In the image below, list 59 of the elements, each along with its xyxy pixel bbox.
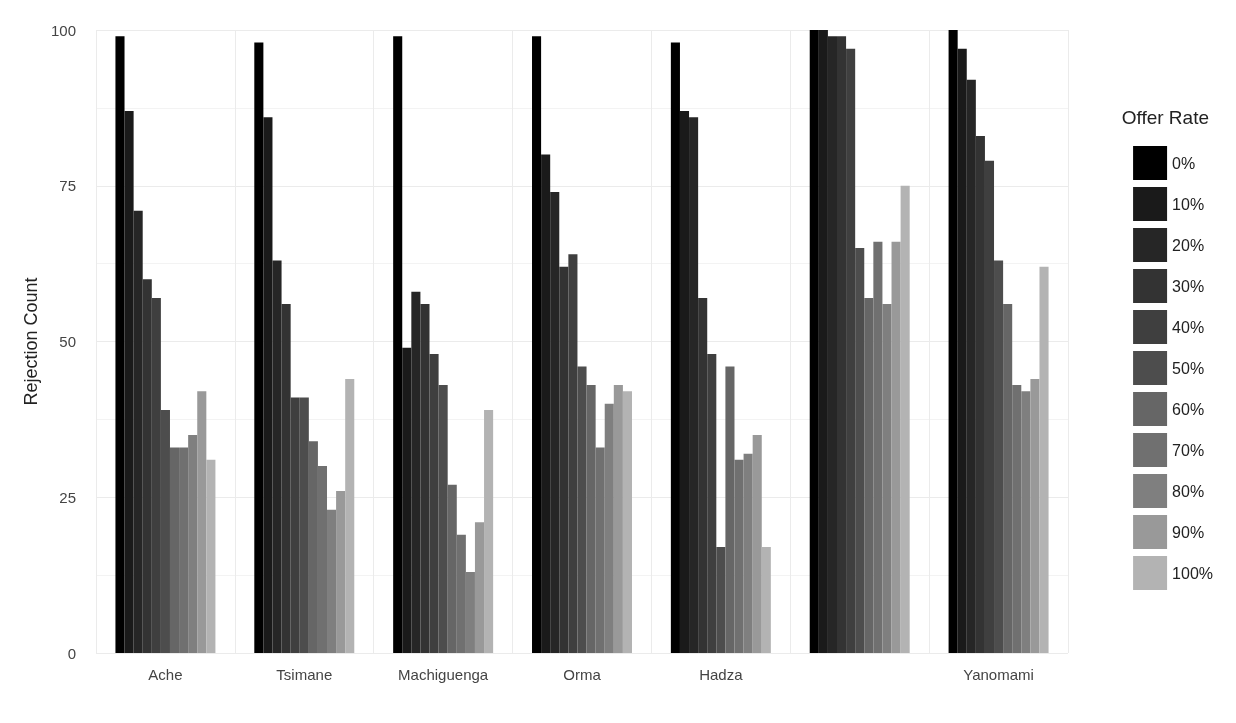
bar [752,434,762,653]
bar [622,391,632,653]
bar [160,410,170,653]
bar [716,547,726,653]
y-tick-label: 25 [59,488,76,506]
bar [670,42,680,653]
legend-label: 10% [1172,195,1205,213]
bar [891,241,901,653]
bar [613,385,623,653]
y-tick-label: 75 [59,177,76,195]
legend-label: 50% [1172,359,1205,377]
legend-label: 0% [1172,154,1196,172]
x-tick-label: Machiguenga [398,666,489,683]
bar [484,410,494,653]
bar [393,36,403,653]
legend-title: Offer Rate [1121,107,1210,128]
y-tick-label: 100 [50,21,76,39]
bar [115,36,125,653]
legend-label: 100% [1172,564,1213,582]
legend-label: 20% [1172,236,1205,254]
bar [743,453,753,653]
bar [345,378,355,653]
legend-label: 80% [1172,482,1205,500]
bar [882,304,892,653]
legend-label: 90% [1172,523,1205,541]
bar [188,434,198,653]
legend-label: 60% [1172,400,1205,418]
legend-label: 30% [1172,277,1205,295]
bar [577,366,587,653]
bar [438,385,448,653]
bar [1030,378,1040,653]
bar [299,397,309,653]
bar [604,403,614,653]
bar [809,30,819,653]
bar [474,522,485,653]
bar [1039,266,1049,653]
bar [254,42,264,653]
bar [327,509,337,653]
x-tick-label: Hadza [699,666,744,683]
bar [197,391,207,653]
legend-label: 70% [1172,441,1205,459]
bar [948,30,958,653]
bar [532,36,542,653]
y-tick-label: 50 [59,333,76,350]
x-tick-label: Orma [563,666,602,683]
bar [994,260,1004,653]
x-tick-label: Tsimane [276,666,333,683]
bar [761,547,771,653]
legend-label: 40% [1172,318,1205,336]
bar [465,572,475,653]
bar [900,185,910,653]
x-tick-label: Yanomami [963,666,1034,683]
bar [855,248,865,653]
bar [206,459,216,653]
bar [1021,391,1031,653]
y-tick-label: 0 [67,644,76,662]
x-tick-label: Ache [148,666,183,683]
bar [336,491,346,653]
y-axis-title: Rejection Count [21,277,42,406]
